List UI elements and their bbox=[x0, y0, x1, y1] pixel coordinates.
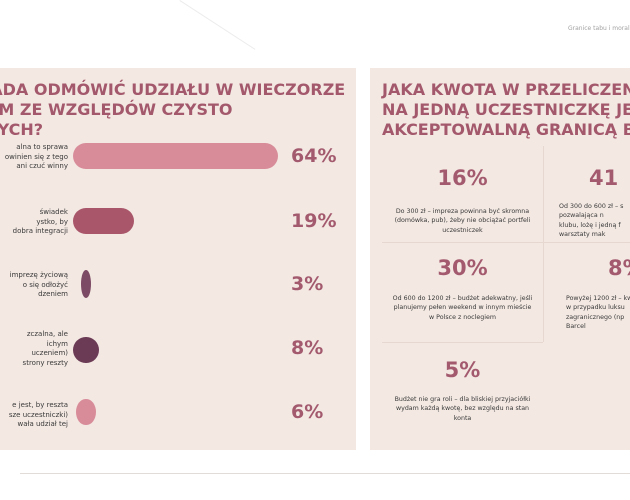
answer-label: imprezę życiową o się odłożyć dzeniem bbox=[9, 271, 68, 298]
budget-percent: 16% bbox=[437, 166, 488, 190]
answer-percent: 3% bbox=[291, 273, 324, 295]
answer-label: e jest, by reszta sze uczestniczki) wała… bbox=[8, 401, 68, 428]
budget-description: Budżet nie gra roli – dla bliskiej przyj… bbox=[394, 396, 531, 422]
background-decor-line bbox=[179, 0, 256, 50]
budget-percent: 5% bbox=[444, 358, 481, 382]
document-header-label: Granice tabu i moral bbox=[568, 25, 630, 32]
answer-percent: 64% bbox=[291, 145, 337, 167]
budget-question-panel: JAKA KWOTA W PRZELICZENIU NA JEDNĄ UCZES… bbox=[370, 68, 630, 450]
answer-bar bbox=[73, 337, 99, 363]
answer-label: świadek ystko, by dobra integracji bbox=[12, 208, 68, 235]
dropout-question-title: PADA ODMÓWIĆ UDZIAŁU W WIECZORZE KIM ZE … bbox=[0, 80, 346, 139]
budget-percent: 41 bbox=[589, 166, 619, 190]
answer-percent: 19% bbox=[291, 210, 337, 232]
answer-bar bbox=[81, 270, 91, 298]
answer-percent: 6% bbox=[291, 401, 324, 423]
budget-description: Od 300 do 600 zł – s pozwalająca n klubu… bbox=[559, 203, 624, 238]
budget-question-title: JAKA KWOTA W PRZELICZENIU NA JEDNĄ UCZES… bbox=[382, 80, 630, 139]
answer-bar bbox=[73, 208, 134, 234]
answer-bar bbox=[73, 143, 278, 169]
dropout-question-panel: PADA ODMÓWIĆ UDZIAŁU W WIECZORZE KIM ZE … bbox=[0, 68, 356, 450]
budget-description: Powyżej 1200 zł – kwo w przypadku luksu … bbox=[566, 295, 630, 330]
grid-divider bbox=[543, 146, 544, 342]
budget-description: Do 300 zł – impreza powinna być skromna … bbox=[394, 208, 531, 234]
grid-divider bbox=[382, 242, 630, 243]
answer-label: alna to sprawa owinien się z tego ani cz… bbox=[4, 143, 68, 170]
budget-percent: 8% bbox=[608, 256, 630, 280]
footer-divider bbox=[20, 473, 630, 474]
budget-percent: 30% bbox=[437, 256, 488, 280]
budget-description: Od 600 do 1200 zł – budżet adekwatny, je… bbox=[392, 295, 533, 321]
answer-percent: 8% bbox=[291, 337, 324, 359]
answer-bar bbox=[76, 399, 96, 425]
answer-label: zczalna, ale ichym uczeniem) strony resz… bbox=[22, 330, 68, 367]
grid-divider bbox=[382, 342, 543, 343]
